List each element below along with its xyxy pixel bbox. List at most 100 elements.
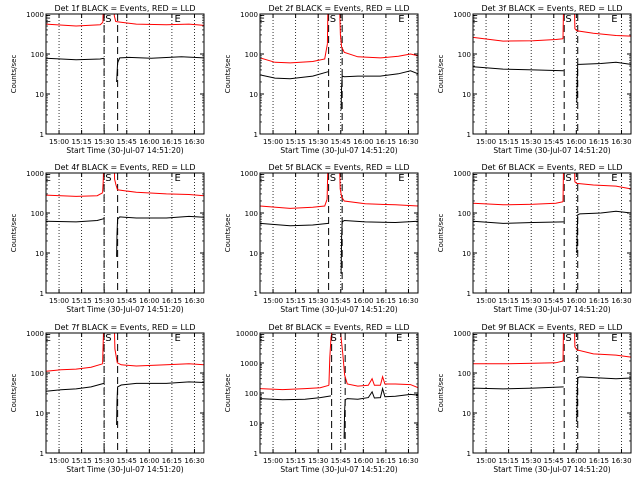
- panel-title: Det 4f BLACK = Events, RED = LLD: [54, 163, 195, 172]
- y-axis-label: Counts/sec: [224, 374, 232, 413]
- plot-area: [260, 333, 418, 439]
- y-axis-label: Counts/sec: [437, 55, 445, 94]
- events-series-line: [46, 382, 104, 392]
- lld-series-line: [328, 333, 333, 386]
- panel-title: Det 8f BLACK = Events, RED = LLD: [268, 323, 409, 332]
- panel-title: Det 7f BLACK = Events, RED = LLD: [54, 323, 195, 332]
- x-axis-label: Start Time (30-Jul-07 14:51:20): [280, 465, 397, 474]
- x-tick-label: 15:15: [499, 297, 519, 305]
- y-tick-label: 100: [245, 210, 258, 218]
- lld-series-line: [260, 199, 328, 209]
- plot-area: [46, 14, 204, 83]
- lld-series-line: [340, 333, 418, 389]
- panel-title: Det 2f BLACK = Events, RED = LLD: [268, 4, 409, 13]
- detector-panel: Det 2f BLACK = Events, RED = LLD 1 10 100 10…: [224, 4, 419, 155]
- y-tick-label: 10000: [236, 330, 258, 338]
- x-tick-label: 15:15: [286, 297, 306, 305]
- x-tick-label: 15:45: [331, 457, 351, 465]
- segment-marker-label: E: [45, 173, 51, 184]
- lld-series-line: [339, 14, 418, 59]
- lld-series-line: [326, 14, 329, 44]
- lld-series-line: [46, 192, 103, 197]
- lld-series-line: [574, 173, 631, 190]
- segment-marker-label: E: [398, 173, 404, 184]
- x-axis-label: Start Time (30-Jul-07 14:51:20): [66, 305, 183, 314]
- x-tick-label: 15:30: [521, 457, 541, 465]
- x-axis-label: Start Time (30-Jul-07 14:51:20): [66, 465, 183, 474]
- y-tick-label: 10: [35, 91, 44, 99]
- x-tick-label: 15:15: [286, 138, 306, 146]
- y-tick-label: 10: [462, 250, 471, 258]
- segment-marker-label: S: [105, 333, 111, 344]
- segment-marker-label: E: [472, 14, 478, 25]
- plot-area: [473, 333, 631, 422]
- x-tick-label: 15:45: [331, 138, 351, 146]
- x-tick-label: 16:00: [353, 457, 373, 465]
- x-axis-label: Start Time (30-Jul-07 14:51:20): [493, 305, 610, 314]
- lld-series-line: [260, 43, 328, 64]
- x-tick-label: 15:00: [476, 457, 496, 465]
- segment-marker-label: E: [175, 14, 181, 25]
- lld-series-line: [574, 333, 631, 358]
- x-tick-label: 16:00: [566, 457, 586, 465]
- x-tick-label: 15:00: [476, 138, 496, 146]
- x-tick-label: 15:45: [544, 297, 564, 305]
- y-tick-label: 10: [462, 410, 471, 418]
- events-series-line: [260, 395, 332, 401]
- x-tick-label: 15:15: [72, 297, 92, 305]
- x-tick-label: 15:00: [476, 297, 496, 305]
- lld-series-line: [114, 333, 204, 367]
- x-tick-label: 15:45: [117, 138, 137, 146]
- detector-panel: Det 3f BLACK = Events, RED = LLD 1 10 100 10…: [437, 4, 632, 155]
- y-tick-label: 100: [31, 370, 44, 378]
- x-tick-label: 16:15: [589, 138, 609, 146]
- y-tick-label: 1000: [240, 360, 258, 368]
- events-series-line: [116, 381, 204, 426]
- events-series-line: [260, 222, 329, 227]
- detector-panel: Det 5f BLACK = Events, RED = LLD 1 10 100 10…: [224, 163, 419, 314]
- segment-marker-label: S: [330, 173, 336, 184]
- axes-frame: [472, 332, 632, 454]
- x-tick-label: 15:15: [72, 138, 92, 146]
- y-tick-label: 100: [458, 210, 471, 218]
- detector-panel: Det 6f BLACK = Events, RED = LLD 1 10 100 10…: [437, 163, 632, 314]
- x-tick-label: 16:00: [139, 138, 159, 146]
- x-tick-label: 15:00: [49, 138, 69, 146]
- y-axis-label: Counts/sec: [10, 214, 18, 253]
- y-tick-label: 1: [40, 450, 44, 458]
- x-tick-label: 15:30: [308, 297, 328, 305]
- plot-area: [46, 333, 204, 426]
- events-series-line: [576, 376, 631, 422]
- y-tick-label: 1000: [240, 170, 258, 178]
- x-tick-label: 15:15: [499, 138, 519, 146]
- events-series-line: [116, 56, 204, 83]
- x-tick-label: 15:15: [72, 457, 92, 465]
- panel-title: Det 5f BLACK = Events, RED = LLD: [268, 163, 409, 172]
- x-tick-label: 16:30: [398, 297, 418, 305]
- x-tick-label: 16:30: [611, 138, 631, 146]
- events-series-line: [343, 386, 418, 439]
- x-tick-label: 16:30: [611, 297, 631, 305]
- x-axis-label: Start Time (30-Jul-07 14:51:20): [493, 146, 610, 155]
- y-tick-label: 1: [254, 131, 258, 139]
- panel-title: Det 1f BLACK = Events, RED = LLD: [54, 4, 195, 13]
- y-tick-label: 10: [462, 91, 471, 99]
- y-tick-label: 1: [467, 131, 471, 139]
- segment-marker-label: S: [330, 14, 336, 25]
- segment-marker-label: E: [472, 173, 478, 184]
- x-tick-label: 16:30: [184, 457, 204, 465]
- segment-marker-label: E: [175, 333, 181, 344]
- axes-frame: [45, 332, 205, 454]
- y-tick-label: 10: [249, 91, 258, 99]
- events-series-line: [340, 70, 418, 110]
- lld-series-line: [113, 173, 204, 197]
- y-tick-label: 1000: [453, 170, 471, 178]
- axes-frame: [259, 172, 419, 294]
- y-axis-label: Counts/sec: [224, 55, 232, 94]
- x-tick-label: 15:00: [263, 138, 283, 146]
- x-tick-label: 15:45: [544, 457, 564, 465]
- x-tick-label: 16:15: [162, 457, 182, 465]
- detector-panel: Det 8f BLACK = Events, RED = LLD 1 10 100 10…: [224, 323, 419, 474]
- axes-frame: [472, 13, 632, 135]
